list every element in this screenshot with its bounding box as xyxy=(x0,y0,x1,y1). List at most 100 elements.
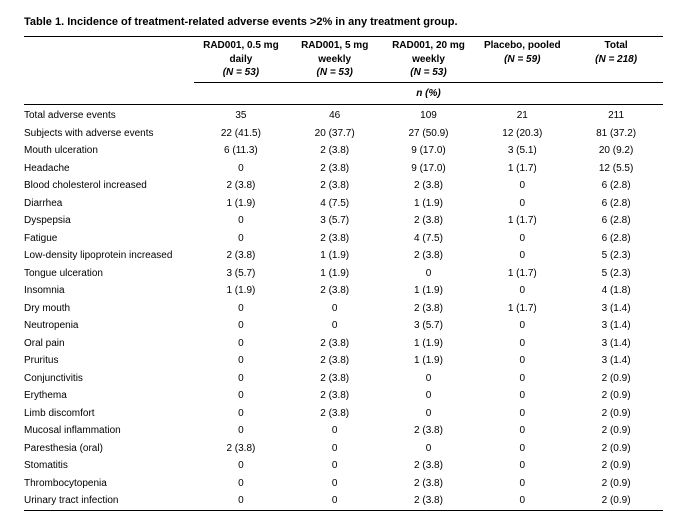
row-label: Mouth ulceration xyxy=(24,142,194,160)
cell: 1 (1.9) xyxy=(382,282,476,300)
row-label: Dyspepsia xyxy=(24,212,194,230)
cell: 2 (0.9) xyxy=(569,370,663,388)
cell: 0 xyxy=(475,475,569,493)
cell: 0 xyxy=(475,195,569,213)
cell: 0 xyxy=(194,475,288,493)
cell: 2 (3.8) xyxy=(288,177,382,195)
cell: 2 (3.8) xyxy=(382,492,476,510)
row-label: Headache xyxy=(24,160,194,178)
cell: 1 (1.9) xyxy=(382,195,476,213)
table-row: Mouth ulceration6 (11.3)2 (3.8)9 (17.0)3… xyxy=(24,142,663,160)
cell: 0 xyxy=(475,282,569,300)
col-header-0: RAD001, 0.5 mg daily (N = 53) xyxy=(194,37,288,83)
col-n: (N = 218) xyxy=(595,54,637,65)
row-label: Thrombocytopenia xyxy=(24,475,194,493)
cell: 1 (1.7) xyxy=(475,212,569,230)
cell: 81 (37.2) xyxy=(569,125,663,143)
cell: 3 (5.7) xyxy=(382,317,476,335)
table-row: Diarrhea1 (1.9)4 (7.5)1 (1.9)06 (2.8) xyxy=(24,195,663,213)
table-row: Dyspepsia03 (5.7)2 (3.8)1 (1.7)6 (2.8) xyxy=(24,212,663,230)
cell: 1 (1.7) xyxy=(475,160,569,178)
row-label: Low-density lipoprotein increased xyxy=(24,247,194,265)
cell: 2 (0.9) xyxy=(569,457,663,475)
adverse-events-table: RAD001, 0.5 mg daily (N = 53) RAD001, 5 … xyxy=(24,36,663,511)
cell: 0 xyxy=(475,370,569,388)
row-label: Erythema xyxy=(24,387,194,405)
col-n: (N = 53) xyxy=(316,67,352,78)
table-row: Limb discomfort02 (3.8)002 (0.9) xyxy=(24,405,663,423)
cell: 0 xyxy=(194,335,288,353)
cell: 1 (1.9) xyxy=(194,195,288,213)
table-row: Dry mouth002 (3.8)1 (1.7)3 (1.4) xyxy=(24,300,663,318)
table-title: Table 1. Incidence of treatment-related … xyxy=(24,16,663,28)
cell: 2 (3.8) xyxy=(288,370,382,388)
cell: 2 (0.9) xyxy=(569,387,663,405)
cell: 3 (5.7) xyxy=(194,265,288,283)
cell: 0 xyxy=(288,492,382,510)
cell: 0 xyxy=(288,475,382,493)
table-row: Stomatitis002 (3.8)02 (0.9) xyxy=(24,457,663,475)
cell: 4 (1.8) xyxy=(569,282,663,300)
cell: 0 xyxy=(288,422,382,440)
table-row: Subjects with adverse events22 (41.5)20 … xyxy=(24,125,663,143)
cell: 2 (3.8) xyxy=(288,335,382,353)
col-header-3: Placebo, pooled (N = 59) xyxy=(475,37,569,83)
subheader-text: n (%) xyxy=(416,88,440,99)
cell: 2 (3.8) xyxy=(288,387,382,405)
cell: 0 xyxy=(382,370,476,388)
cell: 6 (2.8) xyxy=(569,230,663,248)
cell: 1 (1.9) xyxy=(382,352,476,370)
row-label: Total adverse events xyxy=(24,105,194,125)
cell: 21 xyxy=(475,105,569,125)
cell: 6 (11.3) xyxy=(194,142,288,160)
cell: 2 (0.9) xyxy=(569,475,663,493)
row-label: Urinary tract infection xyxy=(24,492,194,510)
row-label: Fatigue xyxy=(24,230,194,248)
table-row: Mucosal inflammation002 (3.8)02 (0.9) xyxy=(24,422,663,440)
row-label: Paresthesia (oral) xyxy=(24,440,194,458)
cell: 2 (3.8) xyxy=(382,247,476,265)
cell: 0 xyxy=(475,317,569,335)
cell: 211 xyxy=(569,105,663,125)
table-row: Insomnia1 (1.9)2 (3.8)1 (1.9)04 (1.8) xyxy=(24,282,663,300)
col-header-2: RAD001, 20 mg weekly (N = 53) xyxy=(382,37,476,83)
col-label: Total xyxy=(605,40,628,51)
cell: 1 (1.9) xyxy=(194,282,288,300)
row-label: Stomatitis xyxy=(24,457,194,475)
cell: 1 (1.7) xyxy=(475,265,569,283)
cell: 4 (7.5) xyxy=(382,230,476,248)
cell: 2 (3.8) xyxy=(382,457,476,475)
cell: 0 xyxy=(475,492,569,510)
row-label: Oral pain xyxy=(24,335,194,353)
cell: 1 (1.9) xyxy=(288,247,382,265)
cell: 5 (2.3) xyxy=(569,265,663,283)
col-label: RAD001, 5 mg weekly xyxy=(301,40,368,65)
cell: 3 (1.4) xyxy=(569,317,663,335)
cell: 2 (3.8) xyxy=(288,142,382,160)
cell: 1 (1.9) xyxy=(382,335,476,353)
table-row: Pruritus02 (3.8)1 (1.9)03 (1.4) xyxy=(24,352,663,370)
cell: 0 xyxy=(475,352,569,370)
cell: 2 (0.9) xyxy=(569,492,663,510)
cell: 6 (2.8) xyxy=(569,177,663,195)
cell: 5 (2.3) xyxy=(569,247,663,265)
row-label: Diarrhea xyxy=(24,195,194,213)
cell: 3 (1.4) xyxy=(569,300,663,318)
col-n: (N = 59) xyxy=(504,54,540,65)
cell: 2 (3.8) xyxy=(382,300,476,318)
cell: 35 xyxy=(194,105,288,125)
cell: 0 xyxy=(194,457,288,475)
cell: 0 xyxy=(382,405,476,423)
table-row: Fatigue02 (3.8)4 (7.5)06 (2.8) xyxy=(24,230,663,248)
cell: 22 (41.5) xyxy=(194,125,288,143)
cell: 2 (3.8) xyxy=(288,282,382,300)
cell: 0 xyxy=(288,457,382,475)
cell: 2 (0.9) xyxy=(569,440,663,458)
cell: 2 (3.8) xyxy=(194,247,288,265)
table-row: Low-density lipoprotein increased2 (3.8)… xyxy=(24,247,663,265)
cell: 2 (3.8) xyxy=(288,160,382,178)
cell: 3 (1.4) xyxy=(569,352,663,370)
col-label: RAD001, 20 mg weekly xyxy=(392,40,465,65)
table-row: Oral pain02 (3.8)1 (1.9)03 (1.4) xyxy=(24,335,663,353)
col-header-1: RAD001, 5 mg weekly (N = 53) xyxy=(288,37,382,83)
